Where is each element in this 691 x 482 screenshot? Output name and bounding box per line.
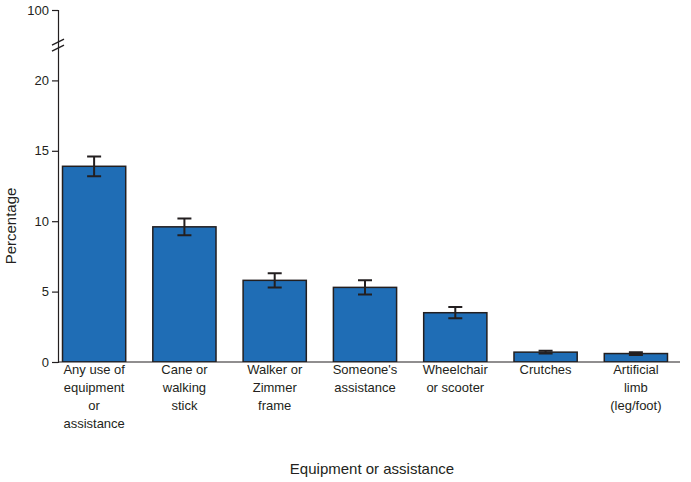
y-tick-label: 5 <box>42 284 49 299</box>
y-tick: 15 <box>35 143 58 158</box>
y-tick-label: 20 <box>35 73 49 88</box>
error-bar <box>629 352 643 355</box>
x-tick-label: Walker orZimmerframe <box>247 362 303 413</box>
y-tick-label: 15 <box>35 143 49 158</box>
y-tick: 20 <box>35 73 58 88</box>
bar <box>243 280 306 362</box>
x-tick-label: Artificiallimb(leg/foot) <box>610 362 661 413</box>
x-tick: Walker orZimmerframe <box>247 362 303 413</box>
y-tick-mark <box>52 221 58 222</box>
x-tick: Any use ofequipmentorassistance <box>63 362 125 431</box>
y-tick-label: 100 <box>27 3 49 18</box>
error-bar <box>177 218 191 235</box>
x-tick: Someone'sassistance <box>333 362 398 395</box>
y-tick-label: 10 <box>35 214 49 229</box>
y-tick: 0 <box>42 355 58 370</box>
error-bar <box>268 273 282 287</box>
y-axis: 0 5 10 15 20 100 <box>27 3 58 370</box>
x-tick-label: Cane orwalkingstick <box>161 362 208 413</box>
bar <box>153 227 216 362</box>
error-bar-line <box>448 307 462 318</box>
y-tick-mark <box>52 362 58 363</box>
bars <box>63 156 668 362</box>
x-tick: Crutches <box>520 362 573 377</box>
axis-break-mark <box>52 39 64 45</box>
error-bar-line <box>539 351 553 354</box>
y-tick: 5 <box>42 284 58 299</box>
error-bar <box>358 280 372 294</box>
y-tick: 10 <box>35 214 58 229</box>
x-tick-label: Wheelchairor scooter <box>423 362 489 395</box>
error-bar-line <box>358 280 372 294</box>
x-tick: Cane orwalkingstick <box>161 362 208 413</box>
y-tick-mark <box>52 80 58 81</box>
y-tick-label: 0 <box>42 355 49 370</box>
x-tick: Wheelchairor scooter <box>423 362 489 395</box>
bar <box>424 313 487 362</box>
chart: 0 5 10 15 20 100 Any use ofequipmentorassistan… <box>0 0 691 482</box>
y-tick-mark <box>52 151 58 152</box>
x-tick-label: Any use ofequipmentorassistance <box>63 362 125 431</box>
axis-break <box>52 39 64 51</box>
axis-break-mark <box>52 45 64 51</box>
error-bar-line <box>629 352 643 355</box>
y-tick-mark <box>52 292 58 293</box>
bar <box>333 287 396 362</box>
y-axis-title: Percentage <box>2 188 19 265</box>
y-tick-mark <box>52 10 58 11</box>
x-axis: Any use ofequipmentorassistance Cane orwa… <box>58 362 680 431</box>
y-tick: 100 <box>27 3 58 18</box>
error-bar-line <box>268 273 282 287</box>
bar <box>63 166 126 362</box>
error-bar <box>539 351 553 354</box>
y-axis-line <box>52 11 59 363</box>
error-bar-line <box>87 156 101 176</box>
x-tick-label: Someone'sassistance <box>333 362 398 395</box>
x-tick-label: Crutches <box>520 362 573 377</box>
error-bar-line <box>177 218 191 235</box>
x-axis-title: Equipment or assistance <box>290 460 454 477</box>
error-bar <box>87 156 101 176</box>
x-tick: Artificiallimb(leg/foot) <box>610 362 661 413</box>
error-bar <box>448 307 462 318</box>
